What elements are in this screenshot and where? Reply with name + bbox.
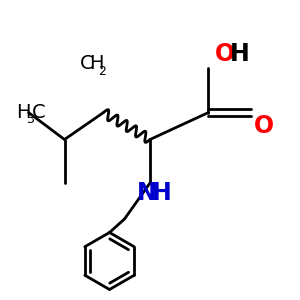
Text: H: H <box>230 42 250 66</box>
Text: C: C <box>32 103 46 122</box>
Text: H: H <box>152 182 172 206</box>
Text: O: O <box>214 42 235 66</box>
Text: N: N <box>136 182 156 206</box>
Text: C: C <box>80 54 93 74</box>
Text: H: H <box>16 103 31 122</box>
Text: O: O <box>254 114 274 138</box>
Text: H: H <box>89 54 103 74</box>
Text: 3: 3 <box>26 113 34 126</box>
Text: 2: 2 <box>98 65 106 78</box>
